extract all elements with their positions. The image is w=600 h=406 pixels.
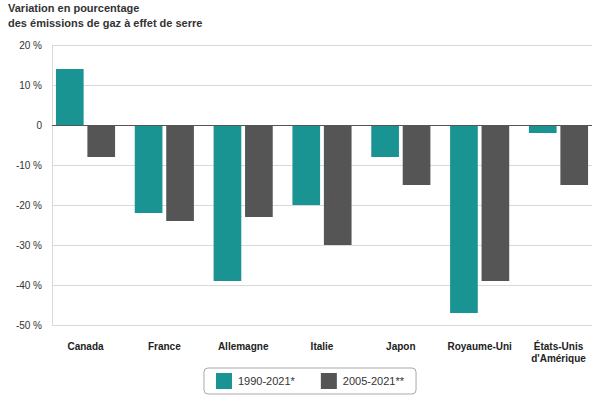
x-tick: Italie [311,325,334,352]
y-tick-label: -20 % [16,200,42,211]
zero-line [52,125,592,126]
y-tick-label: -40 % [16,280,42,291]
legend-item: 1990-2021* [216,373,296,389]
x-tick-label: Italie [311,341,334,352]
legend: 1990-2021* 2005-2021** [204,368,416,394]
y-tick: 20 % [19,40,52,51]
y-tick: -30 % [16,240,52,251]
series [87,125,588,281]
x-tick-label: Royaume-Uni [447,341,512,352]
y-tick-label: -10 % [16,160,42,171]
legend-box [204,368,416,394]
grid-line [52,165,592,166]
bar [403,125,431,185]
x-axis: Canada France Allemagne Italie Japon Royaume-… [67,325,586,364]
grid-line [52,45,592,46]
legend-swatch [216,373,232,389]
bar [166,125,194,221]
bar [87,125,115,157]
y-axis-title: Variation en pourcentage des émissions de… [8,2,202,29]
chart: -50 % -40 % -30 % -20 % -10 % 0 10 % 20 % Canada… [0,0,600,406]
grid-line [52,325,592,326]
y-tick-label: 0 [36,120,42,131]
bar [135,125,163,213]
y-tick-label: 20 % [19,40,42,51]
y-tick: 10 % [19,80,52,91]
y-tick-label: -50 % [16,320,42,331]
x-tick: Japon [386,325,415,352]
legend-label: 2005-2021** [343,375,405,387]
bar [450,125,478,313]
x-tick-label: États-Unisd'Amérique [531,340,586,364]
bar [482,125,510,281]
y-tick: -50 % [16,320,52,331]
y-axis-line [52,46,53,326]
x-tick-label: France [148,341,181,352]
x-tick-label-line: d'Amérique [531,353,586,364]
x-tick-label: Allemagne [218,341,269,352]
bar [245,125,273,217]
y-tick-label: 10 % [19,80,42,91]
grid-line [52,285,592,286]
y-axis-title-line: Variation en pourcentage [8,2,139,14]
bar [56,69,84,125]
y-tick: -10 % [16,160,52,171]
x-tick: Royaume-Uni [447,325,512,352]
bar [371,125,399,157]
x-tick-label: Japon [386,341,415,352]
bar [560,125,588,185]
y-tick: -40 % [16,280,52,291]
plot-area: -50 % -40 % -30 % -20 % -10 % 0 10 % 20 % Canada… [16,40,592,364]
x-tick-label: Canada [67,341,104,352]
x-tick: Canada [67,325,104,352]
legend-item: 2005-2021** [321,373,405,389]
x-tick: États-Unisd'Amérique [531,325,586,364]
legend-label: 1990-2021* [238,375,296,387]
series [56,69,557,313]
y-axis-title-line: des émissions de gaz à effet de serre [8,17,202,29]
y-tick: -20 % [16,200,52,211]
x-tick: France [148,325,181,352]
grid-line [52,205,592,206]
bar [529,125,557,133]
y-axis: -50 % -40 % -30 % -20 % -10 % 0 10 % 20 % [16,40,53,331]
y-tick: 0 [36,120,52,131]
bar [324,125,352,245]
grid-line [52,85,592,86]
y-tick-label: -30 % [16,240,42,251]
x-tick: Allemagne [218,325,269,352]
grid-line [52,245,592,246]
bar [292,125,320,205]
x-tick-label-line: États-Unis [534,340,584,352]
legend-swatch [321,373,337,389]
bar [214,125,242,281]
grid [52,45,592,325]
bars [56,69,588,313]
zero-line [52,125,592,126]
